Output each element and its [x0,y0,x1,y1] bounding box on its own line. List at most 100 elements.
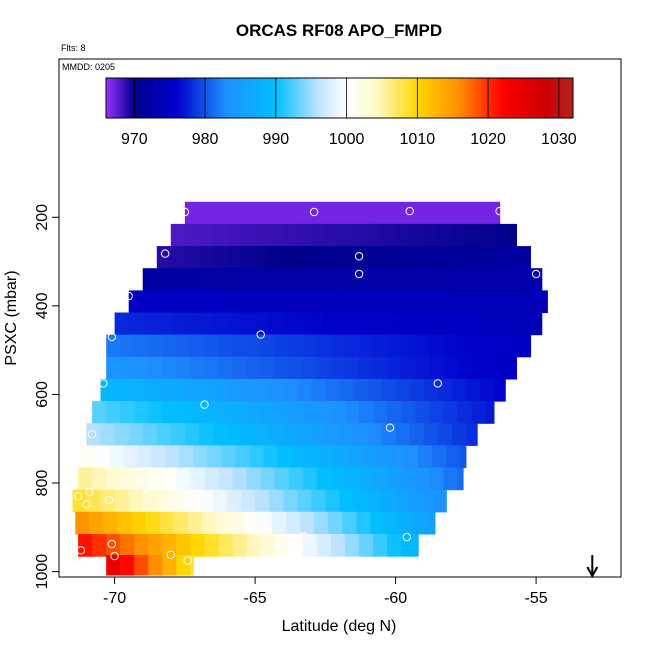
heatmap-cell [494,290,509,314]
colorbar: 970 980 990 1000 1010 1020 1030 [105,77,577,148]
heatmap-cell [241,378,256,402]
heatmap-cell [269,223,284,247]
heatmap-cell [446,445,461,469]
heatmap-cell [390,445,405,469]
heatmap-cell [451,312,467,336]
heatmap-cell [527,334,532,358]
heatmap-cell [316,356,332,380]
heatmap-cell [499,356,515,380]
heatmap-cell [443,467,458,491]
heatmap-cell [339,268,355,291]
heatmap-cell [170,268,186,291]
heatmap-cell [345,334,360,358]
heatmap-cell [297,312,312,336]
plot-frame [58,58,622,578]
heatmap-cell [131,511,147,535]
heatmap-cell [117,511,132,535]
heatmap-cell [423,378,439,402]
heatmap-cell [260,534,276,557]
heatmap-cell [325,312,340,336]
heatmap-cell [190,555,194,576]
heatmap-cell [339,201,355,225]
heatmap-cell [106,534,121,557]
heatmap-cell [241,312,256,336]
heatmap-cell [311,489,326,513]
heatmap-cell [148,534,163,557]
heatmap-cell [170,290,186,314]
heatmap-cell [170,223,186,247]
heatmap-cell [229,511,245,535]
heatmap-cell [212,378,228,402]
heatmap-cell [142,312,158,336]
heatmap-cell [325,489,340,513]
heatmap-cell [508,268,523,291]
heatmap-cell [173,511,189,535]
heatmap-cell [212,223,228,247]
heatmap-cell [218,334,234,358]
flight-point [433,379,442,388]
heatmap-cell [437,489,447,513]
heatmap-cell [508,312,523,336]
heatmap-cell [184,378,200,402]
heatmap-cell [128,290,144,314]
heatmap-cell [316,534,332,557]
heatmap-cell [286,511,301,535]
flight-point [402,532,411,542]
heatmap-cell [227,290,242,314]
heatmap-cell [190,467,206,491]
flight-point [110,551,119,561]
heatmap-cell [198,246,214,269]
heatmap-cell [437,246,453,269]
heatmap-cell [302,356,318,380]
heatmap-cell [269,290,284,314]
heatmap-cell [241,423,256,446]
heatmap-cell [123,445,138,469]
heatmap-cell [395,201,411,225]
flight-point [309,207,319,217]
heatmap-cell [395,489,411,513]
heatmap-cell [198,312,214,336]
heatmap-cell [479,290,495,314]
heatmap-cell [412,511,428,535]
heatmap-cell [381,489,397,513]
heatmap-cell [387,401,402,424]
colorbar-ramp [105,77,574,119]
heatmap-cell [176,467,192,491]
heatmap-cell [451,423,467,446]
heatmap-cell [345,356,360,380]
heatmap-cell [353,223,369,247]
heatmap-cell [423,201,439,225]
heatmap-cell [198,223,214,247]
x-tick-label: -65 [244,590,267,607]
heatmap-cell [316,334,332,358]
heatmap-cell [255,378,270,402]
heatmap-cell [190,401,206,424]
heatmap-cell [260,401,276,424]
heatmap-cell [198,489,214,513]
heatmap-cell [302,401,318,424]
heatmap-cell [227,378,242,402]
heatmap-cell [241,290,256,314]
heatmap-cell [221,445,236,469]
heatmap-cell [339,290,355,314]
heatmap-cell [184,489,200,513]
heatmap-cell [184,312,200,336]
heatmap-cell [451,201,467,225]
heatmap-cell [409,378,425,402]
flight-point [200,400,209,409]
heatmap-cell [106,467,121,491]
heatmap-cell [198,268,214,291]
heatmap-cell [269,312,284,336]
heatmap-cell [479,268,495,291]
heatmap-cell [106,356,121,380]
flight-point [87,430,97,439]
heatmap-cell [297,246,312,269]
heatmap-cell [331,401,346,424]
colorbar-tick-label: 1010 [400,131,436,148]
heatmap-cell [373,401,388,424]
heatmap-cell [255,312,270,336]
heatmap-cell [325,246,340,269]
heatmap-cell [120,356,135,380]
heatmap-cell [148,555,163,576]
heatmap-cell [423,423,439,446]
